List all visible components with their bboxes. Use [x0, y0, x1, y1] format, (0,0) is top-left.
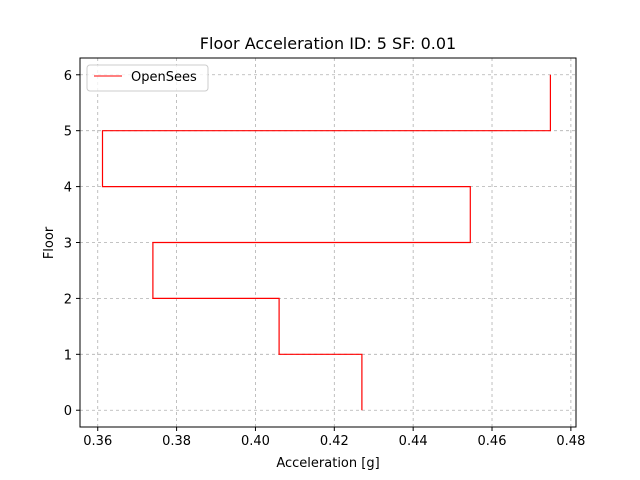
- x-tick-label: 0.36: [83, 434, 112, 449]
- x-tick-label: 0.38: [162, 434, 191, 449]
- y-axis-ticks: 0 1 2 3 4 5 6: [64, 69, 80, 419]
- y-tick-label: 0: [64, 404, 72, 419]
- x-axis-title: Acceleration [g]: [276, 456, 379, 471]
- y-tick-label: 4: [64, 181, 72, 196]
- y-tick-label: 5: [64, 125, 72, 140]
- x-axis-ticks: 0.36 0.38 0.40 0.42 0.44 0.46 0.48: [83, 427, 585, 449]
- legend-label-opensees: OpenSees: [131, 70, 197, 85]
- x-tick-label: 0.46: [478, 434, 507, 449]
- legend-box: [86, 64, 209, 92]
- x-tick-label: 0.48: [556, 434, 585, 449]
- series-line-opensees: [101, 74, 552, 411]
- x-tick-label: 0.42: [320, 434, 349, 449]
- chart-title: Floor Acceleration ID: 5 SF: 0.01: [200, 34, 456, 53]
- y-axis-title: Floor: [42, 226, 57, 259]
- y-tick-label: 1: [64, 348, 72, 363]
- x-tick-label: 0.44: [399, 434, 428, 449]
- legend: OpenSees: [86, 64, 209, 92]
- y-tick-label: 2: [64, 292, 72, 307]
- y-tick-label: 6: [64, 69, 72, 84]
- x-tick-label: 0.40: [241, 434, 270, 449]
- series-layer: [101, 74, 552, 411]
- y-tick-label: 3: [64, 237, 72, 252]
